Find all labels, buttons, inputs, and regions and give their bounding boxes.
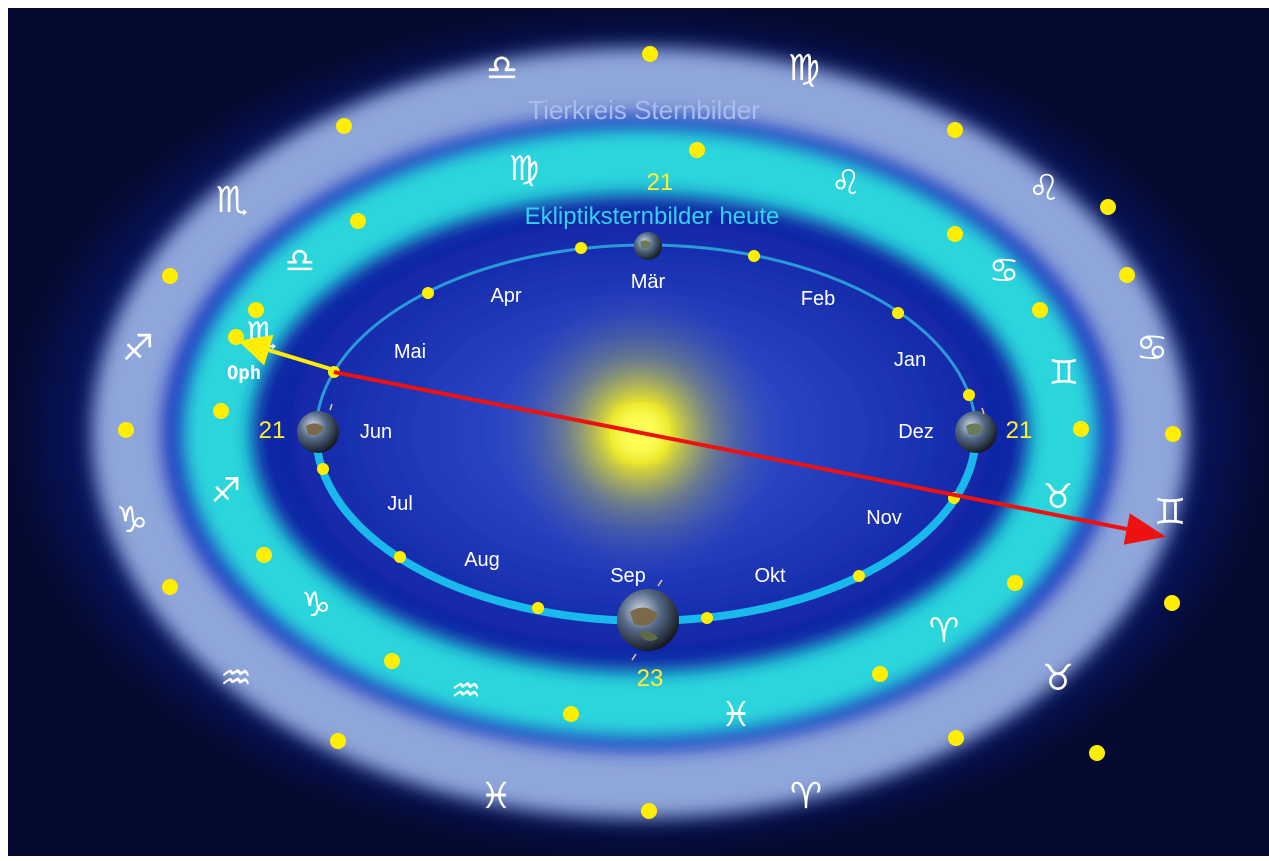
ophiuchus-arrow [238, 334, 335, 372]
month-label-mar: Mär [631, 271, 666, 293]
month-label-mai: Mai [394, 341, 426, 363]
month-label-aug: Aug [464, 549, 500, 571]
outer-gemini-symbol: ♊ [1154, 491, 1186, 532]
dot-marker [330, 733, 346, 749]
dot-marker [162, 268, 178, 284]
ophiuchus-label: Oph [227, 362, 261, 384]
dot-marker [256, 547, 272, 563]
precession-arrow [333, 370, 1166, 545]
dot-marker [1164, 595, 1180, 611]
dot-marker [336, 118, 352, 134]
earth-march [634, 232, 662, 260]
month-label-jul: Jul [387, 493, 413, 515]
dot-marker [642, 46, 658, 62]
month-label-jun: Jun [360, 421, 392, 443]
dot-marker [947, 226, 963, 242]
inner-aries-symbol: ♈ [929, 612, 959, 650]
inner-leo-symbol: ♌ [831, 164, 861, 202]
inner-gemini-symbol: ♊ [1049, 354, 1079, 392]
inner-zodiac-signs: ♍ ♌ ♋ ♊ ♉ ♈ ♓ ♒ ♑ ♐ ♏ ♎ [211, 150, 1079, 734]
dot-marker [317, 463, 329, 475]
dot-marker [1165, 426, 1181, 442]
dot-marker [162, 579, 178, 595]
outer-zodiac-signs: ♎ ♍ ♌ ♋ ♊ ♉ ♈ ♓ ♒ ♑ ♐ ♏ [116, 47, 1186, 816]
outer-sagittarius-symbol: ♐ [122, 327, 154, 368]
dot-marker [384, 653, 400, 669]
dot-marker [350, 213, 366, 229]
december-solstice-date: 21 [1006, 417, 1033, 444]
dot-marker [1073, 421, 1089, 437]
earth-december [955, 407, 997, 453]
month-label-apr: Apr [490, 285, 521, 307]
inner-taurus-symbol: ♉ [1043, 478, 1073, 516]
dot-marker [748, 250, 760, 262]
month-label-okt: Okt [754, 565, 786, 587]
june-solstice-date: 21 [259, 417, 286, 444]
inner-pisces-symbol: ♓ [721, 696, 751, 734]
outer-leo-symbol: ♌ [1028, 167, 1060, 208]
dot-marker [532, 602, 544, 614]
dot-marker [853, 570, 865, 582]
inner-sagittarius-symbol: ♐ [211, 472, 241, 510]
outer-aquarius-symbol: ♒ [220, 657, 252, 698]
dot-marker [1007, 575, 1023, 591]
dot-marker [422, 287, 434, 299]
dot-marker [701, 612, 713, 624]
month-label-jan: Jan [894, 349, 926, 371]
march-equinox-date: 21 [647, 169, 674, 196]
inner-capricorn-symbol: ♑ [301, 586, 331, 624]
outer-cancer-symbol: ♋ [1136, 327, 1168, 368]
dot-marker [1100, 199, 1116, 215]
dot-marker [563, 706, 579, 722]
month-label-sep: Sep [610, 565, 646, 587]
inner-ring-title: Ekliptiksternbilder heute [525, 203, 780, 230]
september-equinox-date: 23 [637, 665, 664, 692]
earth-september [617, 579, 679, 661]
dot-marker [1032, 302, 1048, 318]
outer-aries-symbol: ♈ [790, 775, 822, 816]
dot-marker [1089, 745, 1105, 761]
dot-marker [228, 329, 244, 345]
dot-marker [394, 551, 406, 563]
dot-marker [118, 422, 134, 438]
outer-pisces-symbol: ♓ [480, 775, 512, 816]
dot-marker [575, 242, 587, 254]
outer-capricorn-symbol: ♑ [116, 499, 148, 540]
outer-scorpio-symbol: ♏ [216, 179, 248, 220]
inner-libra-symbol: ♎ [285, 242, 315, 280]
dot-marker [892, 307, 904, 319]
outer-virgo-symbol: ♍ [788, 47, 820, 88]
month-label-nov: Nov [866, 507, 902, 529]
dot-marker [948, 730, 964, 746]
dot-marker [641, 803, 657, 819]
inner-cancer-symbol: ♋ [989, 252, 1019, 290]
month-label-feb: Feb [801, 288, 835, 310]
dot-marker [963, 389, 975, 401]
month-label-dez: Dez [898, 421, 934, 443]
outer-taurus-symbol: ♉ [1042, 657, 1074, 698]
dot-marker [872, 666, 888, 682]
earth-june [297, 403, 339, 453]
outer-ring-title: Tierkreis Sternbilder [528, 95, 760, 125]
inner-virgo-symbol: ♍ [509, 150, 539, 188]
dot-marker [1119, 267, 1135, 283]
dot-marker [689, 142, 705, 158]
dot-marker [248, 302, 264, 318]
inner-aquarius-symbol: ♒ [451, 672, 481, 710]
outer-libra-symbol: ♎ [486, 47, 518, 88]
dot-marker [947, 122, 963, 138]
dot-marker [213, 403, 229, 419]
